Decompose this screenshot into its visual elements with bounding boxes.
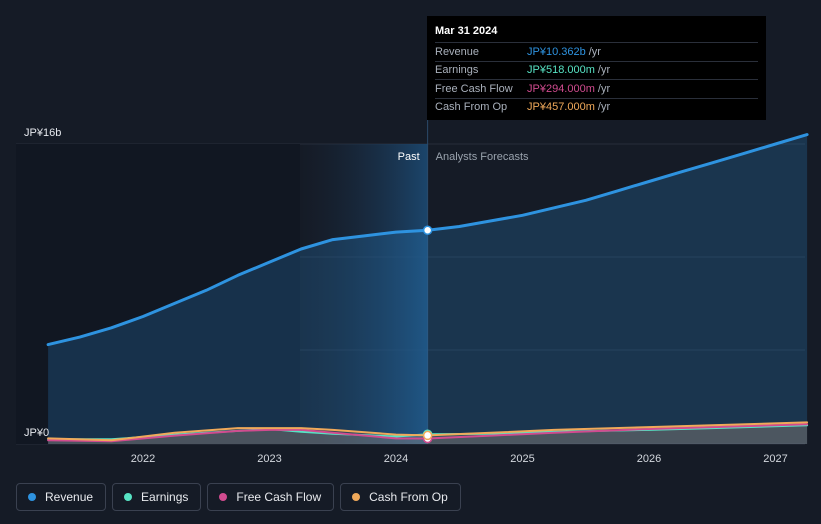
tooltip-label: Earnings bbox=[435, 64, 479, 77]
line-cash-from-op bbox=[47, 421, 809, 442]
tooltip-row-free-cash-flow: Free Cash Flow JP¥294.000m /yr bbox=[435, 79, 758, 98]
tooltip-row-earnings: Earnings JP¥518.000m /yr bbox=[435, 60, 758, 80]
tooltip-value: JP¥10.362b bbox=[527, 45, 586, 58]
legend-label: Cash From Op bbox=[369, 490, 448, 504]
legend-label: Revenue bbox=[45, 490, 94, 504]
past-region bbox=[16, 16, 429, 444]
tooltip-unit: /yr bbox=[597, 82, 611, 95]
tooltip-value: JP¥457.000m bbox=[527, 101, 595, 114]
x-tick-label: 2023 bbox=[257, 453, 281, 465]
tooltip-unit: /yr bbox=[597, 64, 611, 77]
tooltip-value: JP¥294.000m bbox=[527, 82, 595, 95]
tooltip-row-revenue: Revenue JP¥10.362b /yr bbox=[435, 42, 758, 61]
tooltip-row-cash-from-op: Cash From Op JP¥457.000m /yr bbox=[435, 97, 758, 117]
past-label: Past bbox=[398, 151, 420, 163]
forecast-label: Analysts Forecasts bbox=[436, 151, 529, 163]
legend-label: Earnings bbox=[141, 490, 189, 504]
axis-labels: JP¥16b JP¥0 2022 2023 2024 2025 2026 2027 Past An… bbox=[24, 127, 788, 465]
x-tick-label: 2027 bbox=[763, 453, 787, 465]
x-tick-label: 2026 bbox=[637, 453, 661, 465]
past-background bbox=[16, 144, 300, 444]
legend-item-revenue[interactable]: Revenue bbox=[16, 483, 107, 511]
y-axis-bottom-label: JP¥0 bbox=[24, 427, 49, 439]
legend-item-earnings[interactable]: Earnings bbox=[112, 483, 202, 511]
legend-dot-icon bbox=[124, 493, 133, 501]
x-tick-label: 2022 bbox=[131, 453, 155, 465]
tooltip-date: Mar 31 2024 bbox=[435, 25, 498, 37]
tooltip-label: Cash From Op bbox=[435, 101, 508, 114]
y-axis-top-label: JP¥16b bbox=[24, 127, 61, 139]
area-cash-from-op bbox=[48, 422, 808, 444]
area-revenue bbox=[48, 134, 808, 444]
marker-revenue bbox=[422, 225, 433, 235]
tooltip-unit: /yr bbox=[588, 45, 601, 58]
x-tick-label: 2024 bbox=[384, 453, 408, 465]
legend-dot-icon bbox=[352, 493, 361, 501]
past-highlight bbox=[300, 144, 428, 444]
legend-label: Free Cash Flow bbox=[236, 490, 322, 504]
legend-dot-icon bbox=[28, 493, 36, 501]
highlight-markers bbox=[422, 225, 433, 444]
marker-cash-from-op bbox=[422, 430, 433, 441]
x-tick-label: 2025 bbox=[510, 453, 534, 465]
legend-dot-icon bbox=[219, 493, 228, 501]
tooltip-value: JP¥518.000m bbox=[527, 64, 595, 77]
legend: Revenue Earnings Free Cash Flow Cash Fro… bbox=[16, 483, 461, 511]
tooltip: Mar 31 2024 Revenue JP¥10.362b /yr Earni… bbox=[427, 16, 766, 120]
line-free-cash-flow bbox=[47, 423, 809, 443]
legend-item-cash-from-op[interactable]: Cash From Op bbox=[340, 483, 461, 511]
tooltip-label: Free Cash Flow bbox=[435, 82, 513, 95]
tooltip-label: Revenue bbox=[435, 45, 480, 58]
legend-item-free-cash-flow[interactable]: Free Cash Flow bbox=[207, 483, 335, 511]
area-free-cash-flow bbox=[48, 424, 808, 444]
tooltip-unit: /yr bbox=[597, 101, 611, 114]
